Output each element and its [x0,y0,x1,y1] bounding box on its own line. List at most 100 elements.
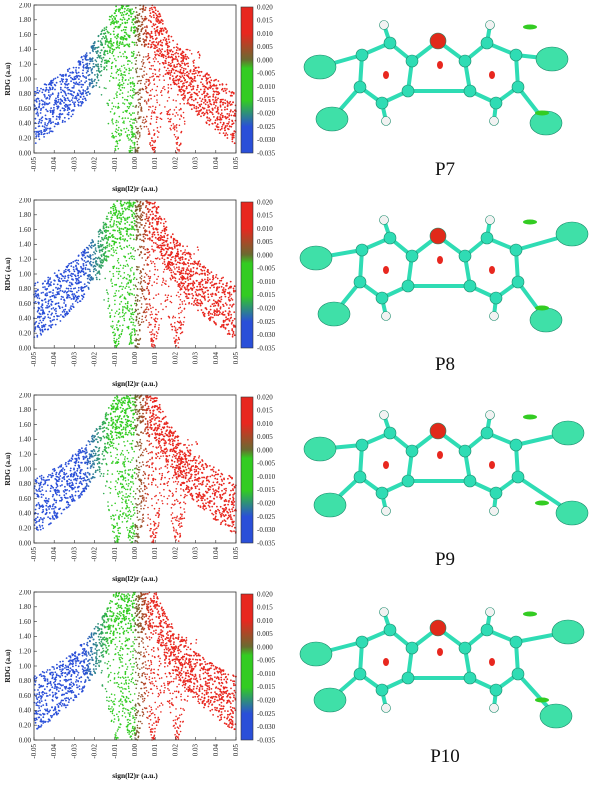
data-point [64,486,66,488]
data-point [168,90,170,92]
data-point [134,26,136,28]
data-point [155,294,157,296]
data-point [87,275,89,277]
data-point [203,91,205,93]
data-point [179,274,181,276]
data-point [76,72,78,74]
data-point [148,289,150,291]
data-point [190,271,192,273]
data-point [174,53,176,55]
panel-p9: 0.00 0.20 0.40 0.60 0.80 1.00 1.20 1.40 1.60 1.80… [0,393,616,591]
data-point [210,294,212,296]
data-point [165,58,167,60]
data-point [72,97,74,99]
data-point [120,56,122,58]
data-point [168,110,170,112]
data-point [39,103,41,105]
data-point [52,88,54,90]
data-point [42,313,44,315]
data-point [137,144,139,146]
data-point [213,116,215,118]
data-point [109,19,111,21]
data-point [143,41,145,43]
data-point [188,73,190,75]
data-point [89,269,91,271]
data-point [152,346,154,348]
data-point [157,19,159,21]
data-point [119,242,121,244]
data-point [99,52,101,54]
data-point [91,78,93,80]
data-point [109,99,111,101]
data-point [125,79,127,81]
data-point [125,22,127,24]
data-point [177,253,179,255]
data-point [203,114,205,116]
data-point [228,307,230,309]
data-point [148,309,150,311]
data-point [119,116,121,118]
data-point [164,60,166,62]
data-point [76,76,78,78]
data-point [38,136,40,138]
data-point [152,236,154,238]
data-point [68,309,70,311]
data-point [126,229,128,231]
data-point [86,285,88,287]
data-point [124,207,126,209]
data-point [104,259,106,261]
data-point [180,288,182,290]
data-point [120,202,122,204]
data-point [106,216,108,218]
data-point [50,111,52,113]
data-point [145,315,147,317]
data-point [63,472,65,474]
data-point [116,271,118,273]
data-point [48,89,50,91]
data-point [112,321,114,323]
data-point [75,67,77,69]
data-point [154,28,156,30]
data-point [35,136,37,138]
data-point [168,70,170,72]
data-point [42,125,44,127]
data-point [99,271,101,273]
data-point [139,104,141,106]
data-point [185,258,187,260]
data-point [42,320,44,322]
data-point [229,304,231,306]
data-point [154,56,156,58]
data-point [186,49,188,51]
data-point [129,276,131,278]
data-point [89,79,91,81]
data-point [96,70,98,72]
data-point [164,233,166,235]
data-point [148,109,150,111]
data-point [131,214,133,216]
data-point [150,324,152,326]
data-point [89,57,91,59]
data-point [99,249,101,251]
data-point [180,294,182,296]
data-point [152,144,154,146]
data-point [74,486,76,488]
data-point [136,121,138,123]
data-point [93,251,95,253]
data-point [227,104,229,106]
data-point [196,300,198,302]
data-point [110,219,112,221]
data-point [136,206,138,208]
data-point [138,94,140,96]
data-point [157,269,159,271]
data-point [95,265,97,267]
data-point [137,231,139,233]
data-point [192,295,194,297]
x-tick-label: 0.00 [131,352,139,365]
data-point [181,86,183,88]
data-point [92,66,94,68]
data-point [175,240,177,242]
data-point [59,288,61,290]
carbon-atom [512,276,524,288]
data-point [150,123,152,125]
data-point [112,327,114,329]
